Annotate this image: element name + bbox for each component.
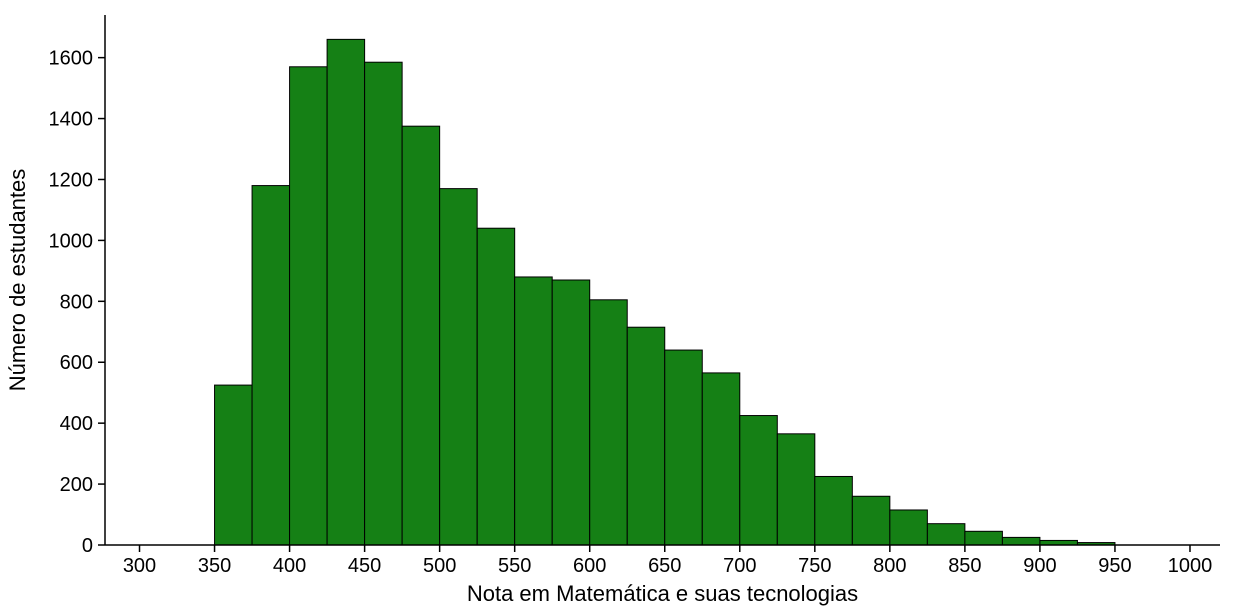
histogram-bar (252, 186, 290, 545)
histogram-bar (665, 350, 703, 545)
histogram-bar (815, 476, 853, 545)
histogram-bar (402, 126, 440, 545)
x-tick-label: 300 (123, 555, 156, 577)
y-tick-label: 800 (60, 291, 93, 313)
histogram-bar (777, 434, 815, 545)
histogram-bar (965, 531, 1003, 545)
histogram-bar (477, 228, 515, 545)
x-tick-label: 750 (798, 555, 831, 577)
histogram-bar (590, 300, 628, 545)
histogram-bar (552, 280, 590, 545)
y-tick-label: 200 (60, 474, 93, 496)
histogram-bar (290, 67, 328, 545)
y-tick-label: 1400 (49, 109, 94, 131)
histogram-bar (927, 524, 965, 545)
y-tick-label: 1200 (49, 169, 94, 191)
x-tick-label: 350 (198, 555, 231, 577)
y-axis-label: Número de estudantes (5, 169, 30, 392)
x-tick-label: 1000 (1168, 555, 1213, 577)
x-tick-label: 850 (948, 555, 981, 577)
x-tick-label: 500 (423, 555, 456, 577)
histogram-bar (515, 277, 553, 545)
x-tick-label: 400 (273, 555, 306, 577)
histogram-bar (702, 373, 740, 545)
x-tick-label: 900 (1023, 555, 1056, 577)
histogram-bar (365, 62, 403, 545)
x-tick-label: 600 (573, 555, 606, 577)
histogram-bar (327, 39, 365, 545)
x-tick-label: 450 (348, 555, 381, 577)
x-tick-label: 550 (498, 555, 531, 577)
x-tick-label: 650 (648, 555, 681, 577)
x-axis-label: Nota em Matemática e suas tecnologias (467, 581, 858, 606)
histogram-bar (440, 189, 478, 545)
histogram-bar (215, 385, 253, 545)
histogram-bar (1002, 537, 1040, 545)
histogram-bar (740, 416, 778, 545)
y-tick-label: 1600 (49, 48, 94, 70)
x-tick-label: 700 (723, 555, 756, 577)
histogram-bar (890, 510, 928, 545)
histogram-bar (627, 327, 665, 545)
chart-svg: 300 350 400 450 500 550 600 650 700 750 800 850 900 9… (0, 0, 1250, 616)
y-tick-label: 0 (82, 535, 93, 557)
y-tick-label: 600 (60, 352, 93, 374)
histogram-chart: 300 350 400 450 500 550 600 650 700 750 800 850 900 9… (0, 0, 1250, 616)
y-tick-label: 1000 (49, 230, 94, 252)
x-tick-label: 950 (1098, 555, 1131, 577)
histogram-bar (852, 496, 890, 545)
x-tick-label: 800 (873, 555, 906, 577)
y-tick-label: 400 (60, 413, 93, 435)
